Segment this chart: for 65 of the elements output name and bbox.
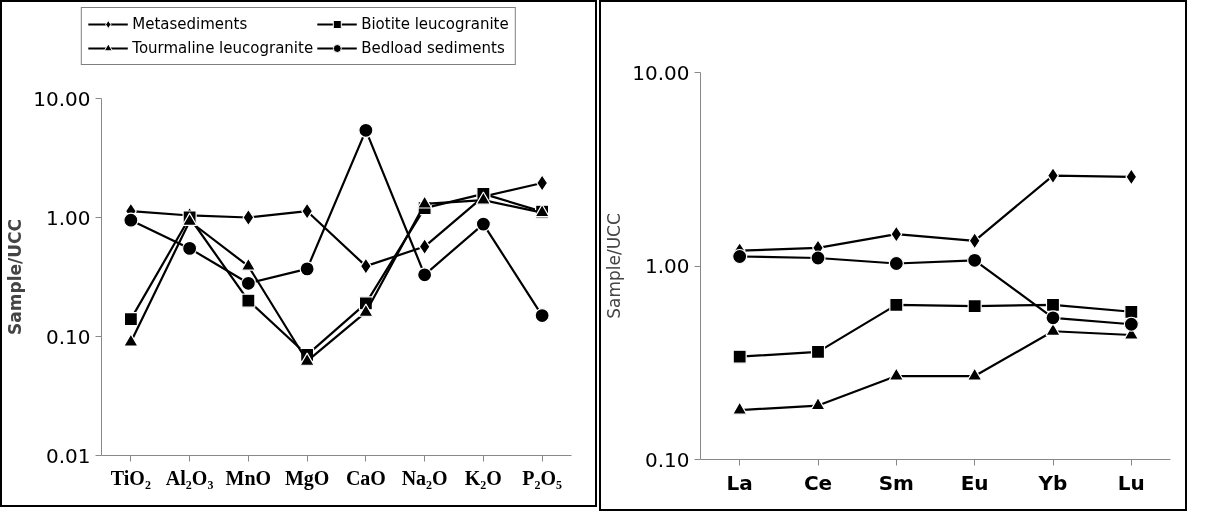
point (967, 252, 983, 268)
point (810, 396, 826, 411)
x-tick-label: Al₂O₃ (165, 466, 214, 489)
point (732, 248, 748, 265)
x-tick-label: TiO₂ (110, 466, 151, 489)
point (123, 212, 139, 228)
point (123, 333, 139, 347)
y-tick-label: 0.10 (644, 447, 690, 472)
point (241, 293, 256, 308)
y-tick-label: 10.00 (33, 86, 91, 111)
x-tick-label: MgO (284, 466, 330, 490)
y-tick-label: 1.00 (644, 254, 690, 278)
legend-label: Metasediments (132, 15, 248, 33)
point (417, 267, 433, 283)
point (182, 240, 198, 256)
y-axis-title: Sample/UCC (5, 219, 26, 335)
point (967, 299, 982, 314)
point (534, 307, 550, 324)
point (732, 401, 748, 415)
x-tick-label: Eu (960, 470, 989, 495)
point (732, 349, 747, 364)
point (240, 257, 256, 271)
point (299, 352, 315, 366)
point (301, 202, 314, 220)
point (810, 250, 826, 266)
x-tick-label: Sm (878, 470, 914, 495)
point (359, 257, 372, 275)
y-tick-label: 0.10 (45, 324, 91, 349)
point (536, 174, 549, 192)
point (890, 225, 903, 243)
point (1123, 316, 1139, 332)
x-tick-label: P₂O₅ (522, 466, 563, 489)
point (358, 303, 374, 317)
point (889, 297, 904, 312)
point (299, 261, 315, 277)
x-tick-label: La (726, 470, 753, 495)
y-tick-label: 10.00 (632, 60, 690, 85)
y-axis-title: Sample/UCC (604, 213, 625, 319)
point (1045, 297, 1061, 312)
point (240, 275, 256, 291)
x-tick-label: MnO (225, 466, 272, 489)
point (123, 312, 138, 327)
x-tick-label: Yb (1037, 470, 1068, 495)
point (1124, 304, 1139, 319)
legend-label: Bedload sediments (361, 39, 505, 57)
point (417, 195, 433, 209)
point (475, 191, 491, 205)
point (967, 367, 983, 381)
x-tick-label: Ce (803, 470, 833, 495)
point (888, 367, 904, 381)
legend-label: Tourmaline leucogranite (132, 39, 314, 57)
point (968, 232, 981, 250)
point (475, 216, 491, 232)
y-tick-label: 0.01 (45, 443, 91, 468)
legend-label: Biotite leucogranite (361, 15, 509, 33)
x-tick-label: K₂O (464, 466, 502, 489)
point (810, 344, 826, 359)
x-tick-label: Na₂O (401, 466, 448, 489)
x-tick-label: CaO (345, 466, 386, 489)
point (358, 122, 374, 138)
point (1125, 168, 1138, 186)
x-tick-label: Lu (1117, 470, 1145, 495)
y-tick-label: 1.00 (45, 205, 91, 230)
point (1045, 310, 1061, 326)
point (888, 255, 904, 272)
